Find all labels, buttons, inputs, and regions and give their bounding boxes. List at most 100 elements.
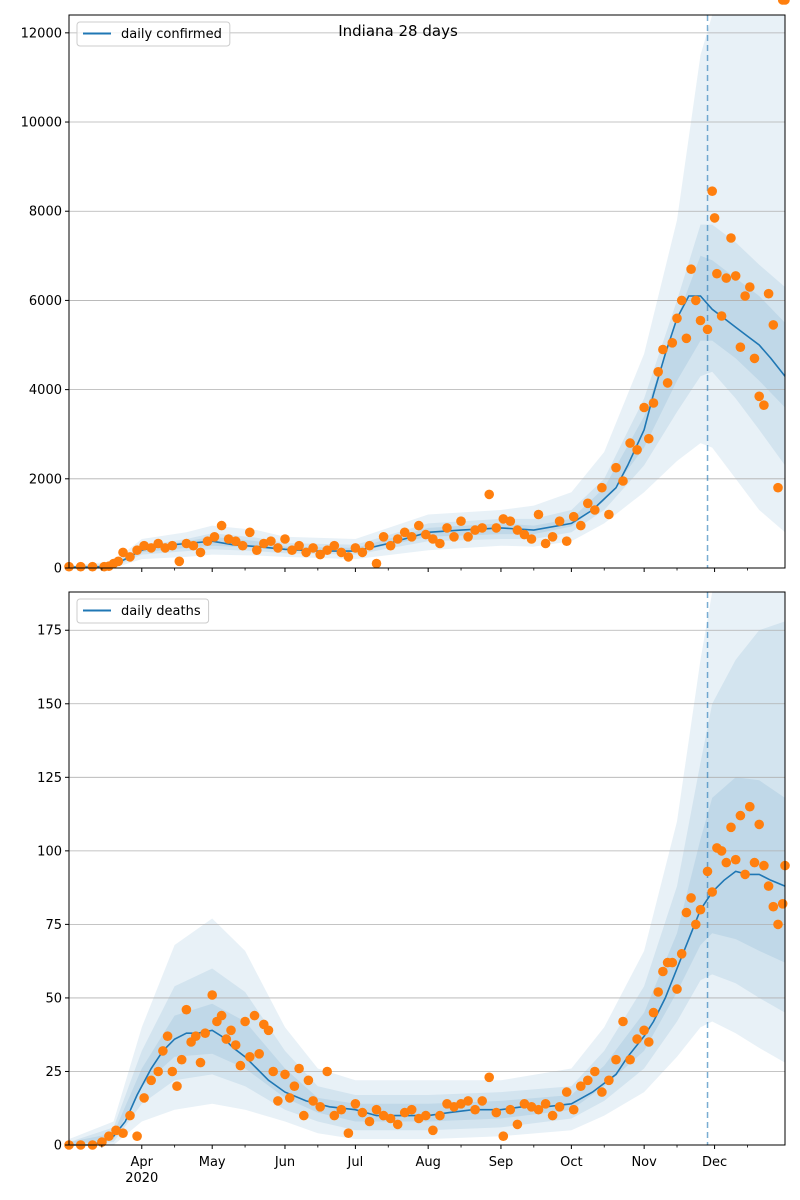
confirmed-point xyxy=(653,367,663,377)
confirmed-point xyxy=(773,482,783,493)
confirmed-point xyxy=(301,547,311,558)
deaths-point xyxy=(576,1081,586,1091)
confirmed-point xyxy=(691,295,701,306)
deaths-point xyxy=(240,1016,250,1027)
deaths-point xyxy=(303,1075,314,1086)
deaths-legend-box xyxy=(76,598,210,624)
confirmed-point xyxy=(749,353,760,364)
confirmed-point xyxy=(597,482,607,493)
confirmed-point xyxy=(590,505,600,515)
deaths-point xyxy=(322,1066,333,1077)
confirmed-point xyxy=(245,527,255,538)
confirmed-ytick-label-0: 0 xyxy=(54,562,62,577)
confirmed-point xyxy=(188,540,199,551)
deaths-point xyxy=(385,1113,396,1124)
deaths-point xyxy=(604,1075,614,1086)
deaths-point xyxy=(691,919,701,930)
deaths-point xyxy=(329,1110,340,1121)
confirmed-point xyxy=(716,311,727,321)
deaths-point xyxy=(686,893,696,903)
deaths-point xyxy=(207,990,217,1000)
deaths-legend-label: daily deaths xyxy=(121,604,201,619)
deaths-point xyxy=(392,1119,403,1130)
deaths-point xyxy=(428,1125,438,1136)
confirmed-legend-label: daily confirmed xyxy=(121,27,222,42)
deaths-uncertainty-bands xyxy=(69,592,785,1145)
confirmed-point xyxy=(780,0,790,5)
confirmed-point xyxy=(681,333,692,344)
confirmed-point xyxy=(209,532,220,542)
confirmed-point xyxy=(371,558,382,569)
confirmed-point xyxy=(672,313,682,324)
deaths-point xyxy=(735,810,746,821)
deaths-point xyxy=(658,966,668,977)
deaths-point xyxy=(343,1128,354,1138)
confirmed-point xyxy=(686,264,696,275)
deaths-point xyxy=(421,1110,431,1121)
deaths-point xyxy=(759,860,769,871)
deaths-point xyxy=(726,822,736,833)
confirmed-point xyxy=(87,561,98,572)
deaths-ytick-label-0: 0 xyxy=(54,1139,62,1154)
confirmed-point xyxy=(414,520,424,531)
confirmed-point xyxy=(167,540,178,551)
confirmed-point xyxy=(625,438,635,448)
confirmed-point xyxy=(547,532,558,542)
deaths-point xyxy=(721,857,732,868)
deaths-point xyxy=(167,1066,178,1077)
confirmed-point xyxy=(343,552,354,562)
chart-title: Indiana 28 days xyxy=(338,22,458,40)
deaths-point xyxy=(181,1004,192,1015)
deaths-xtick-label-4: Aug xyxy=(415,1155,440,1170)
deaths-band-1 xyxy=(69,621,785,1145)
deaths-point xyxy=(254,1049,264,1059)
confirmed-point xyxy=(768,320,779,330)
deaths-point xyxy=(498,1131,509,1141)
confirmed-point xyxy=(442,523,452,533)
deaths-point xyxy=(235,1060,246,1071)
deaths-point xyxy=(470,1104,480,1115)
confirmed-point xyxy=(754,391,764,402)
confirmed-point xyxy=(632,445,642,455)
confirmed-point xyxy=(125,552,135,562)
confirmed-point xyxy=(639,402,649,413)
deaths-point xyxy=(162,1031,173,1041)
confirmed-point xyxy=(315,549,326,560)
deaths-point xyxy=(308,1096,318,1106)
confirmed-legend-box xyxy=(76,21,231,47)
deaths-point xyxy=(176,1054,187,1065)
deaths-point xyxy=(406,1104,417,1115)
confirmed-point xyxy=(357,547,368,558)
confirmed-point xyxy=(428,534,438,544)
confirmed-point xyxy=(399,527,410,538)
confirmed-point xyxy=(695,315,706,326)
deaths-xtick-label-3: Jul xyxy=(347,1155,364,1170)
confirmed-point xyxy=(735,342,746,353)
deaths-point xyxy=(315,1102,326,1112)
confirmed-point xyxy=(491,523,502,533)
confirmed-point xyxy=(526,534,537,544)
confirmed-point xyxy=(322,545,333,555)
deaths-point xyxy=(371,1104,382,1115)
confirmed-point xyxy=(350,543,361,553)
confirmed-point xyxy=(740,291,750,301)
confirmed-point xyxy=(251,545,262,555)
confirmed-point xyxy=(308,543,318,553)
confirmed-point xyxy=(648,398,659,408)
confirmed-point xyxy=(707,186,717,196)
deaths-point xyxy=(263,1025,274,1036)
deaths-point xyxy=(540,1099,551,1109)
confirmed-point xyxy=(329,540,340,551)
deaths-point xyxy=(172,1081,182,1091)
deaths-point xyxy=(632,1034,642,1044)
deaths-ytick-label-5: 125 xyxy=(37,771,62,786)
confirmed-point xyxy=(576,520,586,531)
confirmed-point xyxy=(568,511,579,522)
deaths-point xyxy=(357,1107,368,1118)
confirmed-point xyxy=(721,273,732,283)
deaths-point xyxy=(754,819,764,830)
deaths-ytick-label-4: 100 xyxy=(37,844,62,859)
deaths-point xyxy=(639,1025,649,1036)
deaths-point xyxy=(125,1110,135,1121)
confirmed-point xyxy=(658,344,668,355)
